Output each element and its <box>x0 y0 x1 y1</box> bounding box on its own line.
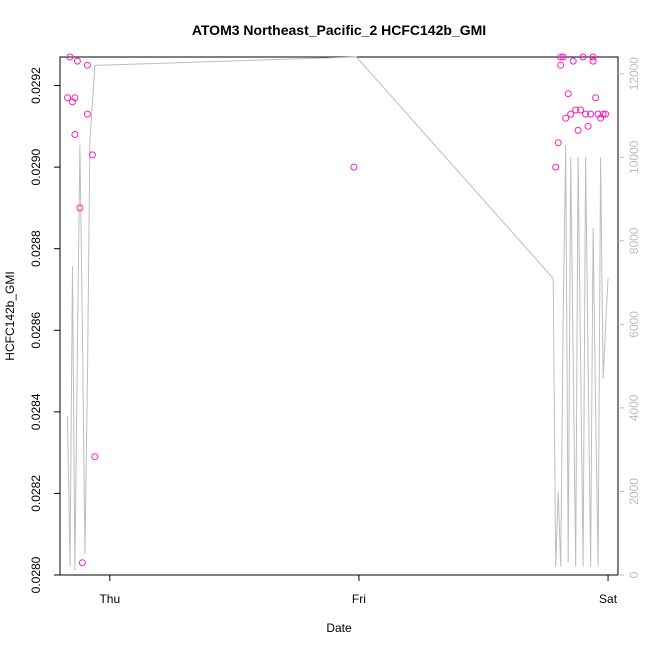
data-point <box>78 559 86 567</box>
plot-area-frame <box>59 56 619 576</box>
data-point <box>552 163 560 171</box>
data-point <box>589 53 597 61</box>
data-point <box>66 53 74 61</box>
data-point <box>579 53 587 61</box>
data-point <box>64 94 71 102</box>
data-point <box>350 163 358 171</box>
data-point <box>91 453 99 461</box>
point-series <box>64 53 609 567</box>
data-point <box>73 57 81 65</box>
data-point <box>71 131 79 138</box>
y-right-tick-label: 8000 <box>627 227 641 254</box>
y-left-tick-label: 0.0282 <box>29 475 43 512</box>
data-point <box>83 61 91 69</box>
x-tick-label: Thu <box>99 592 120 606</box>
data-point <box>562 114 570 122</box>
y-axis-right: 0 2000 4000 6000 8000 10000 12000 <box>618 57 641 578</box>
data-point <box>592 94 600 102</box>
y-left-tick-label: 0.0290 <box>29 148 43 185</box>
data-point <box>584 122 592 130</box>
series-line <box>67 56 609 571</box>
y-left-tick-label: 0.0280 <box>29 556 43 593</box>
data-point <box>572 106 580 114</box>
y-right-tick-label: 0 <box>627 571 641 578</box>
y-right-tick-label: 12000 <box>627 57 641 91</box>
data-point <box>76 204 84 212</box>
y-right-tick-label: 2000 <box>627 478 641 505</box>
x-axis-label: Date <box>326 621 352 635</box>
y-right-tick-label: 10000 <box>627 140 641 174</box>
data-point <box>569 57 577 65</box>
data-point <box>577 106 585 114</box>
y-right-tick-label: 4000 <box>627 394 641 421</box>
data-point <box>83 110 91 118</box>
data-point <box>557 53 565 61</box>
data-point <box>599 110 607 118</box>
data-point <box>88 151 96 159</box>
y-left-tick-label: 0.0284 <box>29 393 43 430</box>
data-point <box>559 53 567 61</box>
data-point <box>567 110 575 118</box>
data-point <box>554 139 562 147</box>
y-axis-label: HCFC142b_GMI <box>3 271 17 360</box>
data-point <box>602 110 609 118</box>
data-point <box>589 57 597 65</box>
line-series <box>67 56 609 571</box>
y-left-tick-label: 0.0286 <box>29 312 43 349</box>
x-tick-label: Fri <box>352 592 366 606</box>
chart-title: ATOM3 Northeast_Pacific_2 HCFC142b_GMI <box>192 22 486 38</box>
y-left-tick-label: 0.0292 <box>29 67 43 104</box>
data-point <box>564 90 572 98</box>
data-point <box>582 110 590 118</box>
data-point <box>574 126 582 134</box>
y-left-tick-label: 0.0288 <box>29 230 43 267</box>
x-tick-label: Sat <box>599 592 618 606</box>
data-point <box>587 110 595 118</box>
y-axis-left: 0.0280 0.0282 0.0284 0.0286 0.0288 0.0290 0.02… <box>29 67 60 593</box>
y-right-tick-label: 6000 <box>627 311 641 338</box>
data-point <box>71 94 79 102</box>
x-axis: Thu Fri Sat <box>99 575 618 606</box>
data-point <box>557 61 565 69</box>
